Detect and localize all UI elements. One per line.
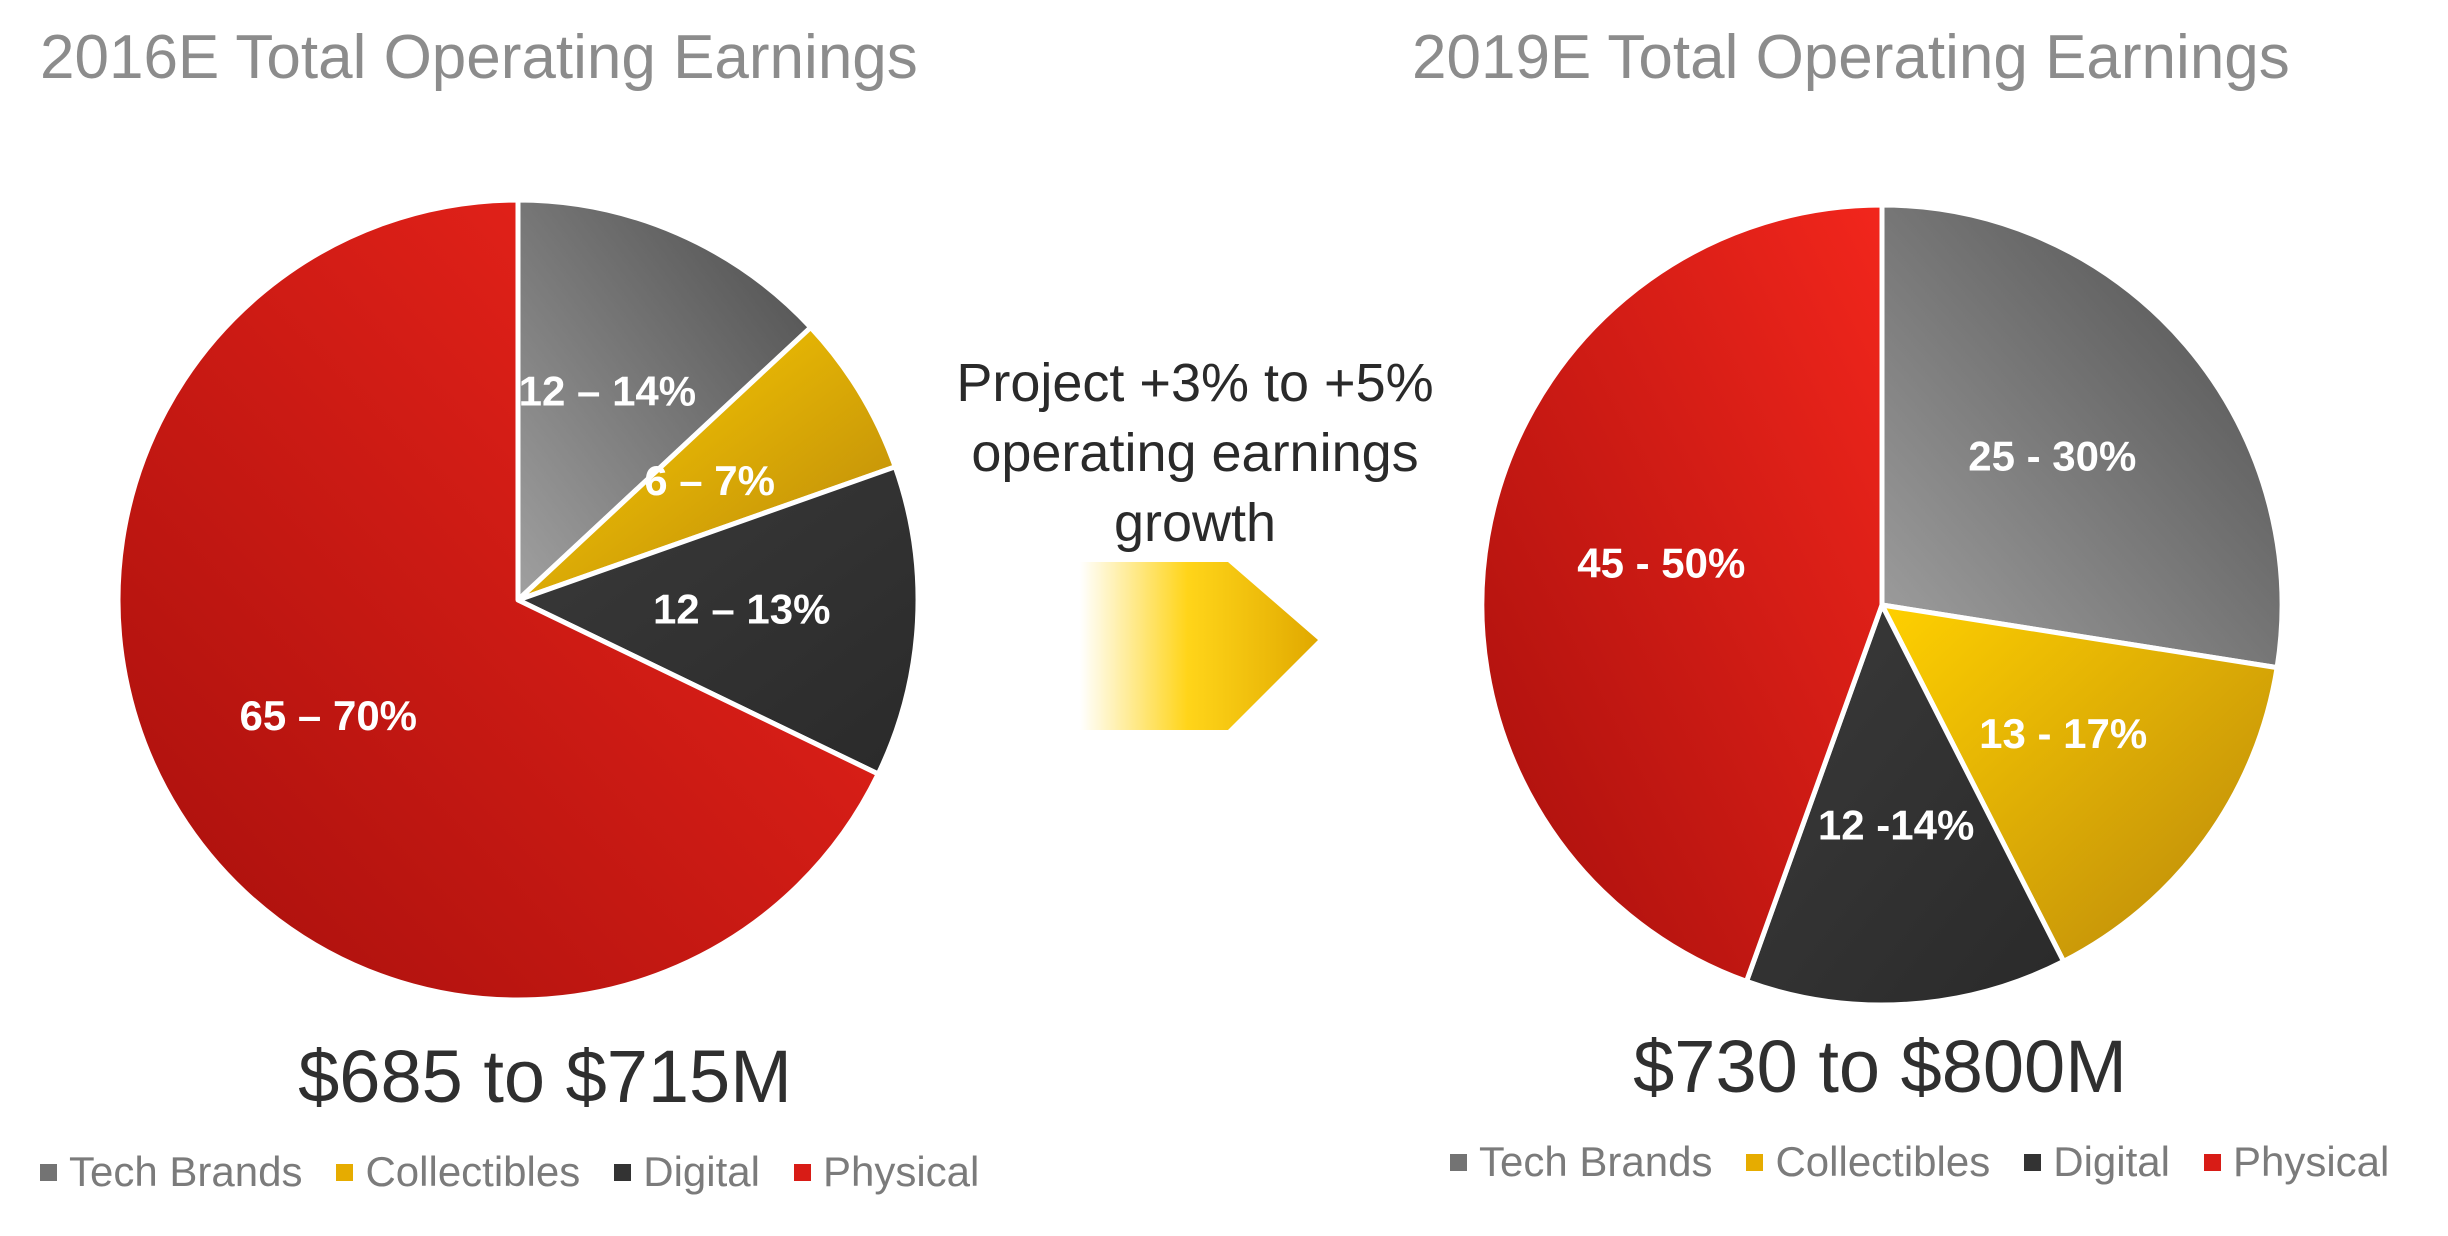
pie-slice-tech	[515, 197, 814, 603]
slice-label-physical: 45 - 50%	[1577, 540, 1745, 587]
growth-line-2: operating earnings	[971, 423, 1419, 483]
pie-slice-digital	[515, 464, 921, 777]
slice-label-digital: 12 -14%	[1818, 802, 1974, 849]
pie-slice-tech	[1879, 202, 2285, 671]
growth-line-1: Project +3% to +5%	[956, 353, 1434, 413]
legend-item-digital: Digital	[2024, 1138, 2170, 1186]
pie-chart-2019: 25 - 30% 13 - 17%12 -14% 45 - 50%	[1479, 202, 2285, 1008]
slice-label-digital: 12 – 13%	[653, 585, 830, 632]
legend-label: Digital	[643, 1148, 760, 1195]
legend-swatch-physical	[2203, 1153, 2221, 1171]
legend-label: Tech Brands	[1479, 1138, 1713, 1185]
legend-swatch-physical	[793, 1163, 811, 1181]
legend-swatch-tech	[40, 1163, 57, 1181]
legend-item-digital: Digital	[614, 1148, 760, 1196]
legend-swatch-collectibles	[1746, 1153, 1764, 1171]
pie-slice-digital	[1744, 602, 2067, 1008]
pie-chart-2016: 12 – 14% 6 – 7% 12 – 13% 65 – 70%	[115, 197, 921, 1003]
legend-swatch-digital	[614, 1163, 632, 1181]
legend-label: Physical	[822, 1148, 980, 1195]
chart-2-title: 2019E Total Operating Earnings	[1412, 23, 2290, 92]
legend-swatch-tech	[1450, 1153, 1467, 1171]
chart-1-title: 2016E Total Operating Earnings	[40, 23, 918, 92]
pie-slice-collectibles	[515, 324, 898, 603]
slice-label-tech: 12 – 14%	[519, 368, 696, 415]
slice-label-collectibles: 6 – 7%	[644, 457, 775, 504]
chart-1-legend: Tech Brands Collectibles Digital Physica…	[40, 1148, 1013, 1196]
growth-line-3: growth	[1113, 493, 1277, 553]
growth-callout: Project +3% to +5% operating earnings gr…	[900, 348, 1490, 558]
legend-item-collectibles: Collectibles	[1746, 1138, 1990, 1186]
pie-slice-physical	[115, 197, 881, 1003]
pie-slice-collectibles	[1879, 602, 2280, 964]
legend-item-physical: Physical	[2203, 1138, 2390, 1186]
slice-label-physical: 65 – 70%	[240, 692, 417, 739]
legend-swatch-collectibles	[336, 1163, 354, 1181]
legend-label: Digital	[2053, 1138, 2170, 1185]
legend-item-tech: Tech Brands	[40, 1148, 302, 1196]
growth-arrow	[1080, 562, 1318, 730]
slice-label-collectibles: 13 - 17%	[1979, 710, 2147, 757]
legend-label: Collectibles	[365, 1148, 581, 1195]
legend-item-physical: Physical	[793, 1148, 980, 1196]
legend-label: Physical	[2232, 1138, 2390, 1185]
legend-swatch-digital	[2024, 1153, 2042, 1171]
legend-label: Tech Brands	[69, 1148, 303, 1195]
chart-2-total: $730 to $800M	[1633, 1025, 2127, 1108]
chart-1-total: $685 to $715M	[298, 1035, 792, 1118]
slice-label-tech: 25 - 30%	[1968, 433, 2136, 480]
chart-2-legend: Tech Brands Collectibles Digital Physica…	[1450, 1138, 2423, 1186]
legend-item-tech: Tech Brands	[1450, 1138, 1712, 1186]
pie-slice-physical	[1479, 202, 1885, 984]
legend-label: Collectibles	[1775, 1138, 1991, 1185]
legend-item-collectibles: Collectibles	[336, 1148, 580, 1196]
